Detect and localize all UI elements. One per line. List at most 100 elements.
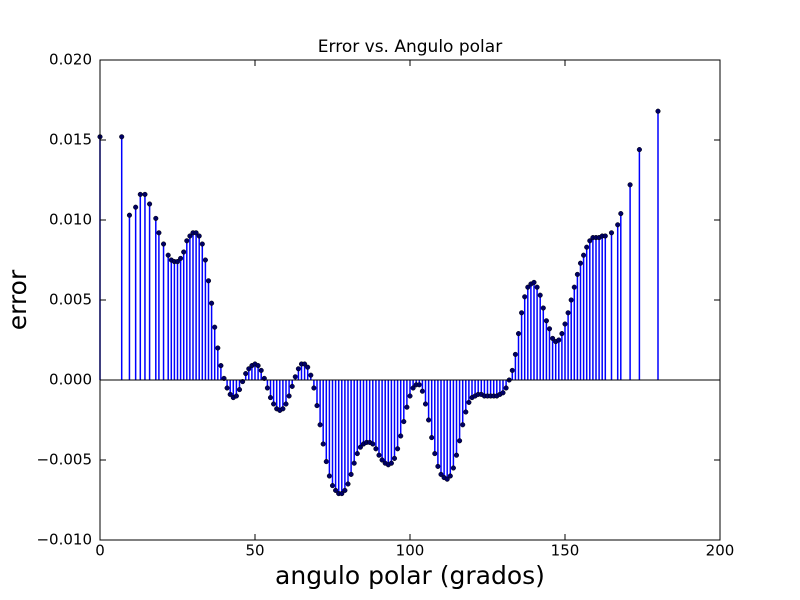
stem-marker: [373, 446, 379, 452]
x-tick-label: 50: [245, 542, 264, 560]
stem-marker: [165, 252, 171, 258]
stem-marker: [509, 367, 515, 373]
stem-marker: [283, 401, 289, 407]
stem-marker: [161, 241, 167, 247]
stem-marker: [351, 460, 357, 466]
stem-marker: [460, 422, 466, 428]
y-tick-label: 0.005: [49, 291, 92, 309]
stem-marker: [525, 284, 531, 290]
stem-marker: [370, 441, 376, 447]
stem-marker: [398, 433, 404, 439]
stem-marker: [308, 372, 314, 378]
stem-marker: [379, 457, 385, 463]
stem-marker: [565, 310, 571, 316]
stem-marker: [587, 238, 593, 244]
stem-marker: [215, 345, 221, 351]
stem-marker: [305, 364, 311, 370]
stem-marker: [574, 271, 580, 277]
stem-marker: [376, 452, 382, 458]
stem-marker: [339, 491, 345, 497]
stem-marker: [142, 191, 148, 197]
stem-marker: [419, 388, 425, 394]
chart-title: Error vs. Angulo polar: [318, 37, 502, 57]
stem-marker: [429, 435, 435, 441]
x-tick-label: 150: [551, 542, 580, 560]
stem-marker: [500, 390, 506, 396]
stem-marker: [584, 244, 590, 250]
stem-marker: [354, 451, 360, 457]
stem-marker: [255, 363, 261, 369]
stem-marker: [133, 204, 139, 210]
stem-marker: [320, 441, 326, 447]
stem-marker: [280, 406, 286, 412]
stem-marker: [519, 310, 525, 316]
stem-marker: [432, 451, 438, 457]
stem-marker: [302, 361, 308, 367]
stem-marker: [286, 393, 292, 399]
stem-marker: [264, 385, 270, 391]
stem-marker: [236, 387, 243, 393]
stem-marker: [444, 476, 450, 482]
stem-marker: [453, 452, 460, 458]
stem-marker: [218, 363, 224, 369]
y-tick-label: −0.010: [36, 531, 92, 549]
stem-marker: [602, 233, 608, 239]
stem-marker: [627, 182, 633, 188]
stem-marker: [243, 371, 249, 377]
y-tick-label: 0.000: [49, 371, 92, 389]
stem-marker: [178, 255, 184, 261]
stem-marker: [342, 487, 348, 493]
stem-marker: [438, 471, 444, 477]
stem-marker: [295, 366, 301, 372]
stem-marker: [615, 222, 621, 228]
stem-marker: [450, 465, 456, 471]
stem-marker: [435, 463, 441, 469]
stem-marker: [147, 201, 153, 207]
stem-marker: [581, 252, 587, 258]
stem-marker: [209, 300, 215, 306]
stem-marker: [577, 260, 584, 266]
stem-marker: [333, 487, 339, 493]
stem-marker: [512, 351, 518, 357]
stem-marker: [292, 374, 298, 380]
stem-marker: [193, 230, 199, 236]
stem-marker: [537, 292, 543, 298]
stem-marker: [357, 444, 363, 450]
stem-marker: [196, 233, 202, 239]
stem-marker: [227, 391, 233, 397]
stem-marker: [314, 403, 320, 409]
stem-marker: [174, 259, 181, 265]
stem-marker: [267, 395, 274, 401]
stem-marker: [202, 257, 208, 263]
stem-marker: [348, 471, 354, 477]
stem-marker: [345, 481, 351, 487]
stem-marker: [608, 230, 615, 236]
y-tick-label: 0.020: [49, 51, 92, 69]
stem-marker: [447, 473, 453, 479]
stem-marker: [119, 134, 125, 140]
stem-marker: [522, 294, 528, 300]
y-axis-label: error: [3, 269, 32, 330]
y-tick-label: −0.005: [36, 451, 92, 469]
stem-marker: [463, 409, 469, 415]
x-tick-label: 0: [95, 542, 105, 560]
stem-marker: [156, 230, 162, 236]
stem-marker: [410, 385, 416, 391]
stem-marker: [246, 366, 252, 372]
stem-marker: [503, 385, 509, 391]
y-tick-label: 0.010: [49, 211, 92, 229]
stem-marker: [655, 108, 661, 114]
stem-marker: [137, 191, 143, 197]
stem-marker: [153, 215, 159, 221]
stem-marker: [546, 326, 553, 332]
stem-marker: [556, 337, 562, 343]
stem-marker: [184, 238, 190, 244]
stem-marker: [540, 305, 546, 311]
stem-marker: [271, 401, 277, 407]
stem-marker: [326, 473, 332, 479]
x-axis-label: angulo polar (grados): [275, 561, 545, 590]
x-tick-label: 200: [706, 542, 735, 560]
stem-marker: [636, 147, 642, 153]
